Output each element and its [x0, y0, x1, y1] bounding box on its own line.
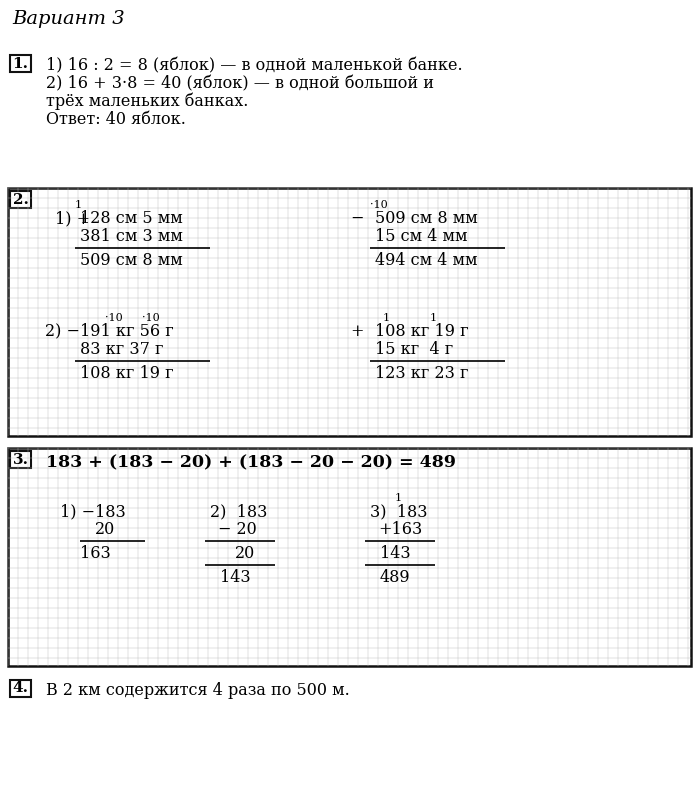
Text: 163: 163	[80, 545, 111, 562]
Text: 108 кг 19 г: 108 кг 19 г	[375, 323, 468, 340]
Text: 108 кг 19 г: 108 кг 19 г	[80, 365, 174, 382]
Text: 20: 20	[95, 521, 116, 538]
Text: 4.: 4.	[13, 681, 29, 696]
Bar	[10, 191, 31, 208]
Text: 20: 20	[235, 545, 256, 562]
Text: 183 + (183 − 20) + (183 − 20 − 20) = 489: 183 + (183 − 20) + (183 − 20 − 20) = 489	[46, 454, 456, 471]
Text: − 20: − 20	[218, 521, 257, 538]
Text: 494 см 4 мм: 494 см 4 мм	[375, 252, 477, 269]
Text: В 2 км содержится 4 раза по 500 м.: В 2 км содержится 4 раза по 500 м.	[46, 682, 350, 699]
Text: 2) 16 + 3·8 = 40 (яблок) — в одной большой и: 2) 16 + 3·8 = 40 (яблок) — в одной больш…	[46, 75, 434, 92]
Text: 2) −: 2) −	[45, 323, 80, 340]
Text: 1: 1	[75, 200, 82, 210]
Text: 509 см 8 мм: 509 см 8 мм	[80, 252, 183, 269]
Text: ·10: ·10	[370, 200, 388, 210]
Bar	[10, 55, 31, 72]
Text: 2.: 2.	[13, 193, 29, 207]
Text: 3.: 3.	[13, 453, 29, 467]
Text: 1: 1	[395, 493, 402, 503]
Text: ·10: ·10	[142, 313, 160, 323]
Text: 1: 1	[430, 313, 437, 323]
Text: 143: 143	[380, 545, 411, 562]
Text: 128 см 5 мм: 128 см 5 мм	[80, 210, 183, 227]
Text: 15 см 4 мм: 15 см 4 мм	[375, 228, 468, 245]
Text: Ответ: 40 яблок.: Ответ: 40 яблок.	[46, 111, 186, 128]
Bar	[10, 680, 31, 697]
Text: 1.: 1.	[13, 57, 29, 71]
Text: +163: +163	[378, 521, 422, 538]
Text: трёх маленьких банках.: трёх маленьких банках.	[46, 93, 248, 111]
Bar	[8, 188, 691, 436]
Text: +: +	[350, 323, 363, 340]
Text: 143: 143	[220, 569, 251, 586]
Text: 83 кг 37 г: 83 кг 37 г	[80, 341, 164, 358]
Text: Вариант 3: Вариант 3	[12, 10, 125, 28]
Text: 3)  183: 3) 183	[370, 503, 428, 520]
Text: −: −	[350, 210, 363, 227]
Text: 1) +: 1) +	[55, 210, 90, 227]
Text: 381 см 3 мм: 381 см 3 мм	[80, 228, 183, 245]
Bar	[8, 448, 691, 666]
Text: 489: 489	[380, 569, 411, 586]
Text: 15 кг  4 г: 15 кг 4 г	[375, 341, 454, 358]
Text: 509 см 8 мм: 509 см 8 мм	[375, 210, 477, 227]
Text: ·10: ·10	[105, 313, 122, 323]
Text: 1: 1	[383, 313, 390, 323]
Text: 1) 16 : 2 = 8 (яблок) — в одной маленькой банке.: 1) 16 : 2 = 8 (яблок) — в одной маленько…	[46, 57, 463, 74]
Text: 191 кг 56 г: 191 кг 56 г	[80, 323, 174, 340]
Text: 2)  183: 2) 183	[210, 503, 267, 520]
Bar	[10, 451, 31, 468]
Text: 123 кг 23 г: 123 кг 23 г	[375, 365, 468, 382]
Text: 1) −183: 1) −183	[60, 503, 126, 520]
